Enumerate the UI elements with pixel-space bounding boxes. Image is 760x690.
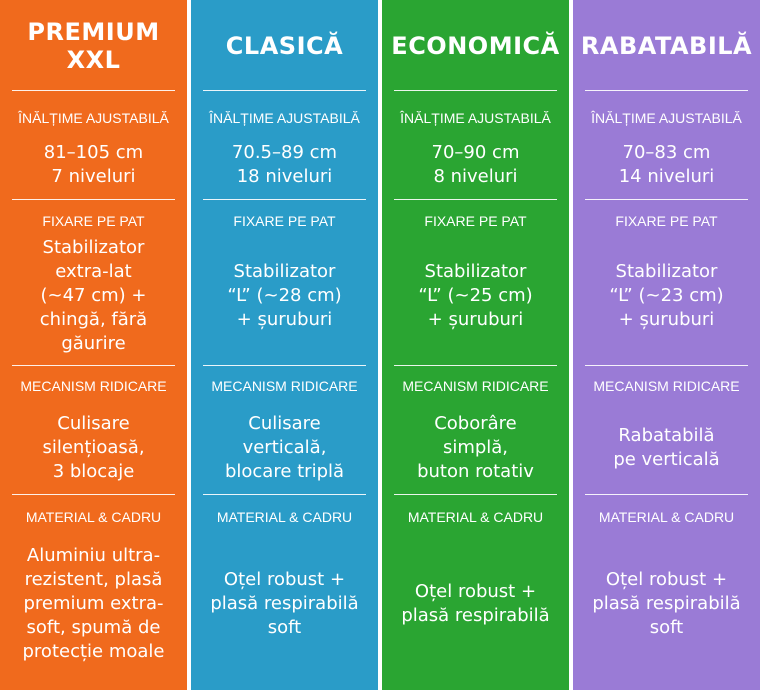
label-height: ÎNĂLȚIME AJUSTABILĂ bbox=[209, 110, 360, 126]
label-mechanism: MECANISM RIDICARE bbox=[20, 378, 167, 394]
value-fixing: Stabilizator “L” (~25 cm) + șuruburi bbox=[418, 261, 533, 330]
value-mechanism: Rabatabilă pe verticală bbox=[613, 425, 720, 470]
value-mechanism: Culisare verticală, blocare triplă bbox=[224, 413, 345, 482]
value-material: Oțel robust + plasă respirabilă soft bbox=[592, 569, 741, 638]
column-clasica: CLASICĂ ÎNĂLȚIME AJUSTABILĂ 70.5–89 cm 1… bbox=[191, 0, 378, 690]
label-mechanism: MECANISM RIDICARE bbox=[402, 378, 549, 394]
column-title: CLASICĂ bbox=[225, 32, 344, 60]
label-fixing: FIXARE PE PAT bbox=[424, 213, 527, 229]
divider bbox=[12, 494, 175, 495]
divider bbox=[394, 494, 557, 495]
divider bbox=[394, 90, 557, 91]
divider bbox=[585, 90, 748, 91]
label-mechanism: MECANISM RIDICARE bbox=[593, 378, 740, 394]
label-material: MATERIAL & CADRU bbox=[216, 509, 353, 525]
value-height: 70–90 cm 8 niveluri bbox=[431, 142, 520, 187]
divider bbox=[12, 199, 175, 200]
label-fixing: FIXARE PE PAT bbox=[615, 213, 718, 229]
value-height: 70.5–89 cm 18 niveluri bbox=[231, 142, 338, 187]
column-premium-xxl: PREMIUM XXL ÎNĂLȚIME AJUSTABILĂ 81–105 c… bbox=[0, 0, 187, 690]
divider bbox=[203, 199, 366, 200]
value-mechanism: Coborâre simplă, buton rotativ bbox=[417, 413, 534, 482]
label-material: MATERIAL & CADRU bbox=[407, 509, 544, 525]
divider bbox=[585, 365, 748, 366]
value-height: 70–83 cm 14 niveluri bbox=[618, 142, 715, 187]
divider bbox=[203, 90, 366, 91]
column-title: RABATABILĂ bbox=[580, 32, 753, 60]
label-material: MATERIAL & CADRU bbox=[598, 509, 735, 525]
label-fixing: FIXARE PE PAT bbox=[42, 213, 145, 229]
value-fixing: Stabilizator “L” (~28 cm) + șuruburi bbox=[227, 261, 342, 330]
divider bbox=[203, 494, 366, 495]
column-title: PREMIUM XXL bbox=[27, 18, 160, 74]
column-rabatabila: RABATABILĂ ÎNĂLȚIME AJUSTABILĂ 70–83 cm … bbox=[573, 0, 760, 690]
value-fixing: Stabilizator extra-lat (~47 cm) + chingă… bbox=[39, 237, 148, 354]
label-height: ÎNĂLȚIME AJUSTABILĂ bbox=[591, 110, 742, 126]
value-material: Oțel robust + plasă respirabilă soft bbox=[210, 569, 359, 638]
column-economica: ECONOMICĂ ÎNĂLȚIME AJUSTABILĂ 70–90 cm 8… bbox=[382, 0, 569, 690]
divider bbox=[585, 199, 748, 200]
label-material: MATERIAL & CADRU bbox=[25, 509, 162, 525]
divider bbox=[394, 199, 557, 200]
divider bbox=[585, 494, 748, 495]
value-fixing: Stabilizator “L” (~23 cm) + șuruburi bbox=[609, 261, 724, 330]
column-title: ECONOMICĂ bbox=[391, 32, 560, 60]
label-height: ÎNĂLȚIME AJUSTABILĂ bbox=[18, 110, 169, 126]
divider bbox=[12, 365, 175, 366]
divider bbox=[203, 365, 366, 366]
label-fixing: FIXARE PE PAT bbox=[233, 213, 336, 229]
divider bbox=[394, 365, 557, 366]
value-mechanism: Culisare silențioasă, 3 blocaje bbox=[42, 413, 145, 482]
label-height: ÎNĂLȚIME AJUSTABILĂ bbox=[400, 110, 551, 126]
value-material: Oțel robust + plasă respirabilă bbox=[401, 581, 550, 626]
divider bbox=[12, 90, 175, 91]
label-mechanism: MECANISM RIDICARE bbox=[211, 378, 358, 394]
value-material: Aluminiu ultra- rezistent, plasă premium… bbox=[22, 545, 165, 662]
value-height: 81–105 cm 7 niveluri bbox=[43, 142, 144, 187]
